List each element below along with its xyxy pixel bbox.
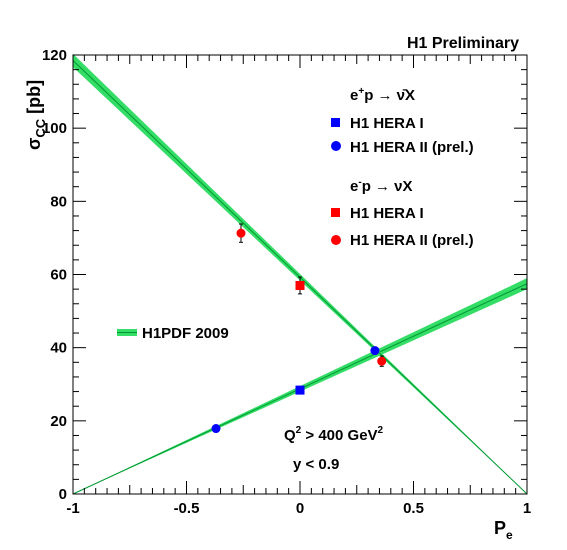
y-tick-label: 0 xyxy=(59,486,67,503)
annotation-y-cut: y < 0.9 xyxy=(293,456,339,473)
legend-label-hera2-positron: H1 HERA II (prel.) xyxy=(350,139,474,156)
legend-label-band: H1PDF 2009 xyxy=(142,325,229,342)
data-point-circle-3-1 xyxy=(377,356,387,366)
chart-title: H1 Preliminary xyxy=(407,35,519,52)
y-tick-label: 100 xyxy=(42,120,67,137)
y-axis-label: σCC[pb] xyxy=(24,80,48,150)
x-tick-label: 0.5 xyxy=(403,500,424,517)
legend-label-hera1-positron: H1 HERA I xyxy=(350,115,424,132)
data-point-circle-1-0 xyxy=(211,424,221,434)
data-point-square-2-0 xyxy=(295,280,305,290)
legend: e+p → ν̄X H1 HERA I H1 HERA II (prel.) e… xyxy=(117,86,474,342)
legend-marker-hera1-positron xyxy=(331,118,340,127)
y-tick-label: 120 xyxy=(42,47,67,64)
legend-label-hera1-electron: H1 HERA I xyxy=(350,205,424,222)
y-tick-label: 80 xyxy=(50,193,67,210)
legend-marker-hera2-electron xyxy=(331,235,341,245)
x-tick-label: -0.5 xyxy=(174,500,200,517)
x-tick-label: 0 xyxy=(296,500,304,517)
legend-group-header-electron: e-p → νX xyxy=(350,177,413,195)
legend-marker-hera2-positron xyxy=(331,141,341,151)
legend-marker-hera1-electron xyxy=(331,208,340,217)
data-point-square-0-0 xyxy=(295,385,305,395)
y-tick-label: 40 xyxy=(50,340,67,357)
y-tick-label: 20 xyxy=(50,413,67,430)
y-tick-label: 60 xyxy=(50,267,67,284)
x-tick-label: 1 xyxy=(523,500,531,517)
axis-ticks: -1 -0.5 0 0.5 1 0 20 40 60 80 100 120 xyxy=(42,47,531,517)
x-tick-label: -1 xyxy=(66,500,79,517)
annotation-q2-cut: Q2 > 400 GeV2 xyxy=(284,425,384,444)
legend-label-hera2-electron: H1 HERA II (prel.) xyxy=(350,232,474,249)
band-fill-1 xyxy=(73,53,527,495)
data-point-circle-3-0 xyxy=(236,228,246,238)
data-points xyxy=(211,223,387,434)
data-point-circle-1-1 xyxy=(370,346,380,356)
x-axis-label: Pe xyxy=(494,518,513,542)
legend-group-header-positron: e+p → ν̄X xyxy=(350,86,415,104)
